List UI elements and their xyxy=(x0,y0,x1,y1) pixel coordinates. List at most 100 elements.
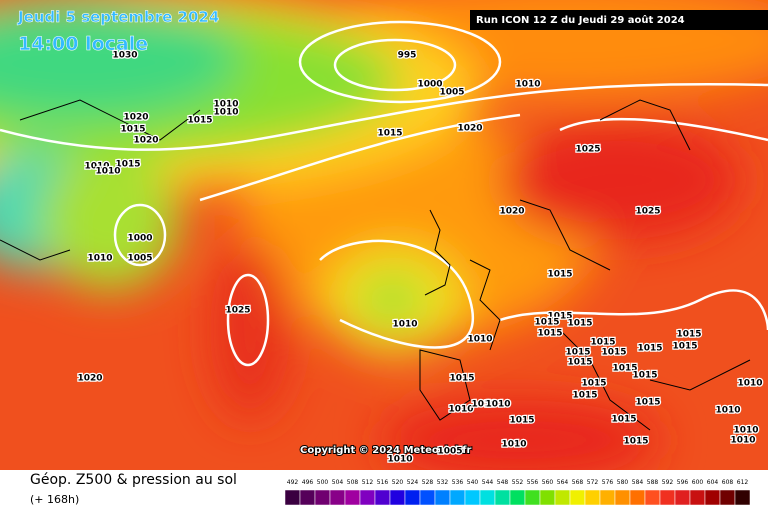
legend-label: 592 xyxy=(662,479,674,486)
legend-swatch xyxy=(689,489,706,506)
legend-swatch xyxy=(419,489,436,506)
isobar-label: 1020 xyxy=(123,113,148,123)
isobar-label: 1015 xyxy=(537,329,562,339)
isobar-label: 1015 xyxy=(572,391,597,401)
isobar-label: 1010 xyxy=(95,167,120,177)
isobar-label: 1015 xyxy=(187,116,212,126)
isobar-label: 1000 xyxy=(127,234,152,244)
legend-swatch xyxy=(314,489,331,506)
isobar-label: 1015 xyxy=(449,374,474,384)
legend-swatch xyxy=(389,489,406,506)
legend-label: 512 xyxy=(362,479,374,486)
isobar-label: 1010 xyxy=(467,335,492,345)
isobar-label: 1010 xyxy=(471,400,496,410)
isobar-label: 1020 xyxy=(77,374,102,384)
isobar-label: 1025 xyxy=(575,145,600,155)
legend-swatch xyxy=(449,489,466,506)
legend-label: 520 xyxy=(392,479,404,486)
legend-swatch xyxy=(494,489,511,506)
forecast-date: Jeudi 5 septembre 2024 xyxy=(17,8,219,26)
isobar-label: 1010 xyxy=(485,400,510,410)
isobar-label: 1015 xyxy=(611,415,636,425)
isobar-label: 1005 xyxy=(437,447,462,457)
legend-swatch xyxy=(329,489,346,506)
legend-swatch xyxy=(734,489,751,506)
isobar-label: 1015 xyxy=(676,330,701,340)
isobar-label: 1015 xyxy=(547,312,572,322)
legend-swatch xyxy=(539,489,556,506)
legend-swatch xyxy=(524,489,541,506)
legend-swatch xyxy=(299,489,316,506)
isobar-label: 1020 xyxy=(133,136,158,146)
isobar-label: 1015 xyxy=(565,348,590,358)
legend-swatch xyxy=(509,489,526,506)
legend-label: 540 xyxy=(467,479,479,486)
isobar-label: 1015 xyxy=(637,344,662,354)
isobar-label: 1010 xyxy=(515,80,540,90)
isobar-label: 1010 xyxy=(213,108,238,118)
legend-label: 500 xyxy=(317,479,329,486)
legend-label: 492 xyxy=(287,479,299,486)
isobar-label: 1015 xyxy=(509,416,534,426)
legend-label: 612 xyxy=(737,479,749,486)
legend-swatch xyxy=(569,489,586,506)
isobar-label: 1015 xyxy=(567,319,592,329)
isobar-label: 1015 xyxy=(534,318,559,328)
legend-swatch xyxy=(614,489,631,506)
isobar-label: 1010 xyxy=(87,254,112,264)
legend-swatch xyxy=(659,489,676,506)
legend-label: 584 xyxy=(632,479,644,486)
legend-label: 516 xyxy=(377,479,389,486)
isobar-label: 1015 xyxy=(547,270,572,280)
run-info: Run ICON 12 Z du Jeudi 29 août 2024 xyxy=(476,14,685,26)
legend-label: 496 xyxy=(302,479,314,486)
forecast-time: 14:00 locale xyxy=(18,33,148,55)
isobar-label: 995 xyxy=(398,51,417,61)
legend-label: 564 xyxy=(557,479,569,486)
isobar-label: 1010 xyxy=(387,455,412,465)
isobar-label: 1030 xyxy=(112,51,137,61)
isobar-label: 1015 xyxy=(623,437,648,447)
isobar-label: 1010 xyxy=(392,320,417,330)
legend-label: 568 xyxy=(572,479,584,486)
isobar-label: 1015 xyxy=(590,338,615,348)
isobar-label: 1010 xyxy=(448,405,473,415)
legend-swatch xyxy=(479,489,496,506)
legend-label: 604 xyxy=(707,479,719,486)
field xyxy=(0,0,768,470)
isobar-label: 1020 xyxy=(499,207,524,217)
isobar-label: 1015 xyxy=(120,125,145,135)
legend-swatch xyxy=(644,489,661,506)
isobar-label: 1015 xyxy=(635,398,660,408)
legend-swatch xyxy=(674,489,691,506)
isobar-label: 1025 xyxy=(635,207,660,217)
legend-swatch xyxy=(719,489,736,506)
isobar-label: 1000 xyxy=(417,80,442,90)
legend-swatch xyxy=(629,489,646,506)
footer-title: Géop. Z500 & pression au sol xyxy=(30,472,237,488)
legend-label: 608 xyxy=(722,479,734,486)
isobar-label: 1010 xyxy=(733,426,758,436)
legend-swatch xyxy=(344,489,361,506)
legend-label: 596 xyxy=(677,479,689,486)
copyright: Copyright © 2024 Meteociel.fr xyxy=(300,445,471,456)
legend-label: 548 xyxy=(497,479,509,486)
legend-label: 580 xyxy=(617,479,629,486)
isobar-label: 1010 xyxy=(715,406,740,416)
isobar-label: 1015 xyxy=(612,364,637,374)
isobar-label: 1010 xyxy=(730,436,755,446)
isobar-label: 1005 xyxy=(439,88,464,98)
legend-label: 552 xyxy=(512,479,524,486)
isobar-label: 1010 xyxy=(737,379,762,389)
legend-label: 536 xyxy=(452,479,464,486)
isobar-label: 1015 xyxy=(115,160,140,170)
isobar-label: 1015 xyxy=(601,348,626,358)
legend-label: 588 xyxy=(647,479,659,486)
legend-label: 528 xyxy=(422,479,434,486)
legend-label: 560 xyxy=(542,479,554,486)
isobar-label: 1025 xyxy=(225,306,250,316)
isobar-label: 1015 xyxy=(672,342,697,352)
legend-label: 508 xyxy=(347,479,359,486)
isobar-label: 1015 xyxy=(632,371,657,381)
